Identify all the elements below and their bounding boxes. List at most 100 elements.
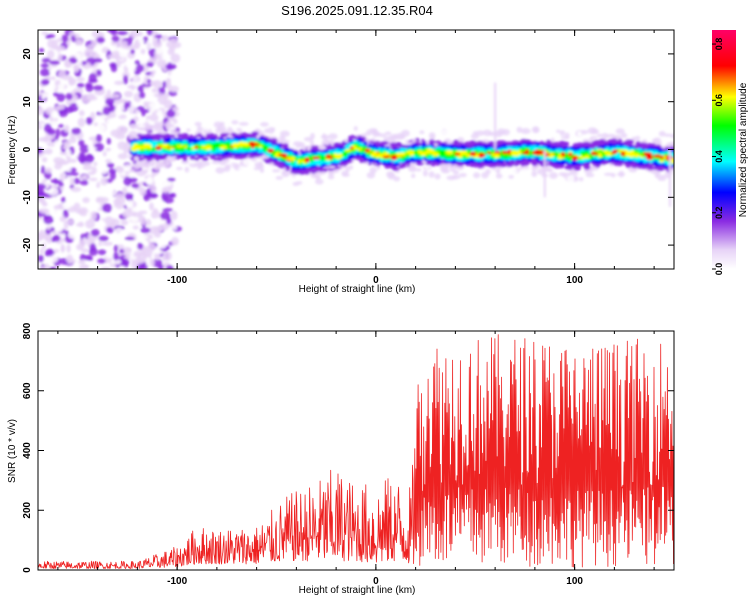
heatmap-cell (136, 264, 144, 269)
heatmap-cell (320, 135, 326, 139)
heatmap-cell (117, 141, 127, 150)
heatmap-cell (187, 167, 196, 174)
heatmap-cell (100, 211, 108, 220)
heatmap-cell (162, 92, 170, 100)
heatmap-cell (46, 142, 55, 147)
heatmap-cell (138, 210, 148, 215)
heatmap-cell (41, 157, 48, 163)
heatmap-cell (171, 256, 177, 266)
heatmap-cell (83, 30, 92, 39)
heatmap-cell (140, 48, 146, 55)
heatmap-cell (652, 166, 659, 170)
heatmap-cell (139, 187, 147, 196)
heatmap-cell (131, 207, 139, 212)
heatmap-cell (476, 130, 485, 136)
heatmap-cell (106, 162, 115, 168)
heatmap-cell (359, 158, 364, 164)
heatmap-cell (231, 120, 239, 125)
heatmap-cell (359, 133, 367, 138)
heatmap-cell (636, 175, 642, 181)
heatmap-cell (66, 219, 74, 225)
heatmap-cell (366, 172, 376, 179)
heatmap-cell (82, 165, 94, 171)
heatmap-cell (324, 139, 335, 145)
heatmap-cell (531, 126, 540, 134)
heatmap-cell (394, 141, 403, 148)
heatmap-cell (106, 118, 116, 125)
heatmap-cell (627, 129, 638, 136)
heatmap-cell (137, 242, 144, 250)
heatmap-cell (71, 127, 81, 135)
heatmap-cell (87, 44, 94, 49)
heatmap-cell (154, 92, 164, 98)
heatmap-cell (169, 85, 180, 93)
heatmap-cell (167, 48, 175, 56)
heatmap-cell (109, 170, 116, 181)
heatmap-cell (61, 34, 69, 43)
heatmap-cell (229, 128, 234, 133)
heatmap-cell (459, 173, 467, 178)
heatmap-cell (434, 173, 441, 180)
heatmap-cell (153, 166, 161, 171)
heatmap-cell (565, 165, 570, 169)
heatmap-cell (219, 121, 225, 126)
heatmap-cell (105, 159, 112, 164)
heatmap-cell (152, 80, 163, 89)
heatmap-cell (149, 202, 154, 211)
heatmap-cell (66, 149, 72, 157)
heatmap-cell (603, 140, 608, 144)
heatmap-cell (86, 211, 92, 220)
heatmap-cell (39, 196, 45, 203)
heatmap-cell (247, 134, 256, 138)
heatmap-cell (56, 226, 64, 232)
heatmap-cell (88, 177, 98, 182)
heatmap-cell (133, 163, 141, 171)
heatmap-cell (165, 78, 171, 87)
heatmap-cell (79, 175, 87, 180)
heatmap-cell (196, 125, 203, 133)
heatmap-cell (470, 133, 479, 140)
heatmap-cell (47, 188, 59, 196)
heatmap-cell (96, 36, 105, 44)
heatmap-cell (377, 142, 382, 145)
heatmap-cell (139, 109, 150, 114)
heatmap-cell (104, 97, 115, 106)
heatmap-cell (568, 170, 579, 176)
heatmap-cell (165, 229, 173, 234)
heatmap-cell (68, 77, 77, 86)
heatmap-cell (120, 40, 128, 49)
heatmap-cell (141, 161, 151, 168)
heatmap-cell (43, 84, 50, 94)
heatmap-cell (142, 249, 153, 257)
heatmap-cell (153, 232, 162, 238)
heatmap-cell (123, 90, 134, 98)
heatmap-cell (166, 109, 176, 118)
heatmap-cell (93, 161, 98, 167)
heatmap-cell (620, 132, 628, 139)
heatmap-cell (43, 123, 52, 133)
heatmap-cell (258, 161, 263, 169)
heatmap-cell (129, 30, 139, 39)
heatmap-cell (585, 173, 595, 178)
heatmap-cell (518, 133, 529, 140)
chart-title: S196.2025.091.12.35.R04 (281, 3, 433, 18)
heatmap-cell (164, 251, 172, 261)
heatmap-cell (463, 141, 472, 146)
heatmap-cell (520, 162, 525, 167)
heatmap-cell (85, 188, 96, 197)
heatmap-cell (384, 131, 392, 136)
heatmap-cell (428, 171, 435, 178)
heatmap-cell (40, 78, 50, 86)
heatmap-cell (151, 88, 159, 93)
heatmap-cell (280, 139, 290, 144)
heatmap-cell (439, 129, 449, 137)
heatmap-cell (39, 68, 51, 77)
heatmap-cell (97, 154, 103, 164)
heatmap-cell (145, 178, 153, 185)
heatmap-cell (82, 161, 92, 167)
heatmap-cell (131, 183, 140, 189)
heatmap-cell (136, 169, 147, 177)
heatmap-cell (88, 102, 96, 110)
heatmap-cell (102, 106, 111, 116)
heatmap-cell (582, 138, 590, 143)
